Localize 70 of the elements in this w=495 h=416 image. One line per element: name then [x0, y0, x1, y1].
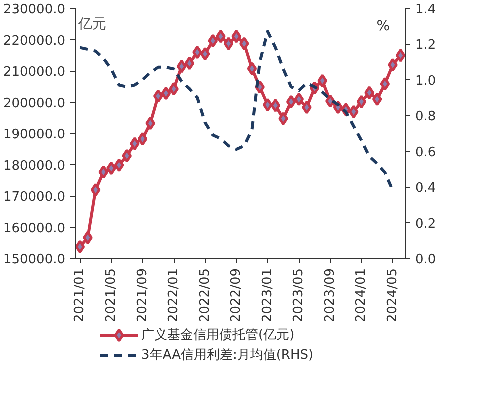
y2-tick-label: 0.2	[416, 216, 436, 232]
point	[380, 77, 390, 91]
point	[122, 149, 132, 163]
x-tick-label: 2022/05	[198, 268, 213, 323]
point	[239, 37, 250, 51]
point	[326, 94, 336, 108]
y2-tick-label: 1.0	[416, 74, 436, 89]
point	[216, 30, 226, 44]
y-tick-label: 150000.0	[3, 252, 66, 268]
point	[286, 95, 296, 109]
x-tick-label: 2024/05	[385, 268, 400, 323]
x-tick-label: 2023/01	[260, 268, 276, 323]
point	[278, 112, 288, 126]
point	[192, 46, 202, 60]
y2-tick-label: 0.0	[416, 252, 436, 268]
y-tick-label: 180000.0	[3, 158, 66, 174]
y-tick-label: 230000.0	[3, 2, 66, 18]
y-tick-label: 190000.0	[3, 128, 66, 142]
y-tick-label: 220000.0	[3, 34, 66, 49]
x-tick-label: 2023/05	[292, 268, 307, 323]
point	[294, 92, 304, 106]
y-tick-label: 200000.0	[3, 96, 66, 112]
x-tick-label: 2021/09	[135, 268, 150, 323]
point	[161, 86, 172, 100]
x-tick-label: 2021/05	[104, 268, 119, 323]
x-tick-label: 2022/09	[229, 268, 244, 323]
point	[83, 231, 93, 245]
x-tick-label: 2023/09	[322, 268, 338, 323]
y2-tick-label: 1.2	[416, 38, 436, 54]
point	[76, 240, 86, 254]
point	[169, 82, 179, 96]
point	[146, 116, 156, 130]
point	[184, 56, 195, 70]
x-tick-label: 2024/01	[354, 268, 370, 323]
legend-label: 广义基金信用债托管(亿元)	[142, 328, 295, 343]
point	[98, 166, 109, 179]
point	[396, 48, 406, 62]
point	[130, 137, 140, 151]
x-tick-label: 2022/01	[166, 268, 182, 323]
point	[90, 183, 101, 197]
point	[270, 98, 281, 112]
point	[302, 100, 312, 114]
y2-tick-label: 0.8	[416, 110, 436, 125]
y2-tick-label: 1.4	[416, 2, 436, 18]
point	[138, 132, 148, 146]
point	[208, 34, 218, 48]
point	[364, 86, 374, 100]
point	[262, 98, 273, 112]
x-tick-label: 2021/01	[72, 268, 88, 323]
point	[356, 95, 367, 109]
point	[153, 90, 164, 104]
y-tick-label: 210000.0	[3, 65, 66, 80]
point	[224, 37, 234, 51]
point	[372, 92, 382, 106]
y-tick-label: 170000.0	[3, 190, 66, 205]
y-axis-title: 亿元	[78, 16, 106, 32]
y2-tick-label: 0.4	[416, 181, 436, 196]
point	[348, 105, 359, 119]
legend-label: 3年AA信用利差:月均值(RHS)	[142, 348, 314, 363]
y2-axis-title: %	[376, 18, 390, 34]
y2-tick-label: 0.6	[416, 145, 436, 160]
point	[318, 74, 328, 88]
point	[388, 58, 398, 72]
point	[232, 30, 242, 44]
point	[176, 60, 187, 74]
point	[114, 158, 124, 172]
point	[247, 62, 258, 76]
y-tick-label: 160000.0	[3, 221, 66, 236]
point	[200, 47, 210, 61]
point	[106, 162, 116, 176]
